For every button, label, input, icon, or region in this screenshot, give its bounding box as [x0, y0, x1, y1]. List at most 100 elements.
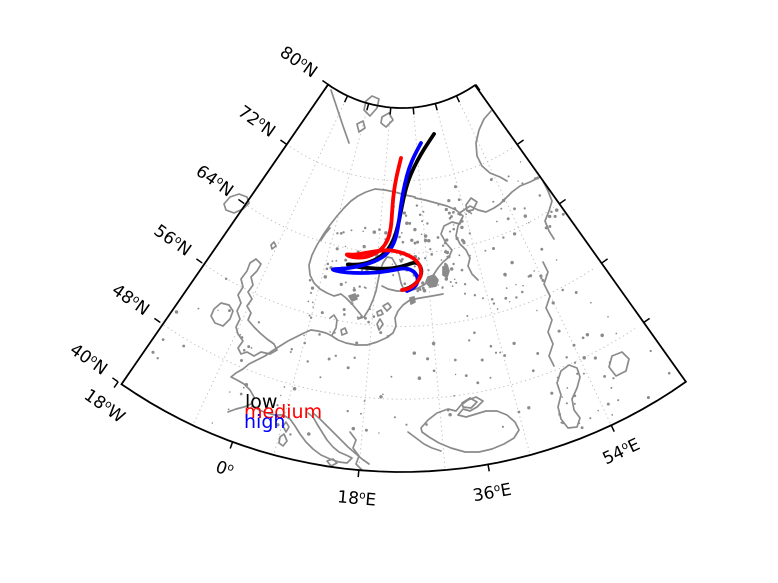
lake-dot [429, 247, 432, 251]
lake-dot [372, 315, 376, 318]
lon-label-0e: 0o [213, 457, 236, 482]
lake-dot [521, 182, 524, 185]
tick-right-56n [601, 258, 609, 264]
lake-dot [539, 274, 543, 278]
lon-label--18e: 18oW [80, 385, 128, 427]
lake-dot [489, 344, 493, 348]
lake-dot [413, 265, 416, 268]
lake-dot [326, 262, 330, 266]
coastline-scandinavia [308, 188, 416, 320]
lake-dot [413, 227, 417, 232]
lake-dot [405, 423, 408, 426]
lake-dot [292, 386, 297, 391]
coastline-med-italy [251, 405, 353, 464]
parallel-64n [243, 203, 555, 255]
lake-dot [565, 356, 568, 359]
coastline-aral [608, 351, 630, 377]
lake-dot [331, 260, 334, 262]
lake-dot [528, 221, 530, 224]
lat-label-64n: 64oN [192, 161, 237, 201]
lake-dot [482, 297, 484, 300]
lake-dot [611, 414, 614, 416]
lake-dot [494, 351, 498, 354]
lake-dot [505, 287, 508, 289]
lake-dot [615, 332, 618, 335]
lake-dot [211, 422, 214, 424]
lake-dot [545, 274, 548, 277]
lake-dot [551, 301, 555, 305]
tick-top-54e [455, 95, 461, 103]
lake-dot [404, 214, 408, 217]
lake-dot [463, 292, 467, 295]
lake-dot [244, 383, 249, 387]
tick-bottom-0e [229, 441, 234, 449]
lake-dot [460, 220, 464, 223]
lake-dot [573, 402, 576, 405]
lake-dot [311, 301, 314, 304]
lake-dot [597, 409, 599, 412]
meridian--6e [192, 95, 348, 426]
lake-dot [512, 341, 516, 346]
lake-dot [342, 307, 346, 312]
coastline-svalbard-2 [380, 112, 394, 128]
graticule [159, 95, 636, 471]
lake-dot [585, 333, 590, 337]
lake-dot [398, 258, 401, 261]
lake-dot [422, 288, 427, 293]
lake-dot [512, 232, 517, 236]
lake-dot [227, 408, 230, 411]
trajectory-high [330, 141, 423, 293]
tick-left-40n [111, 377, 119, 383]
lake-dot [420, 233, 423, 236]
lake-dot [515, 283, 517, 286]
lake-dot [378, 432, 380, 434]
lat-label-80n: 80oN [276, 42, 321, 82]
lake-dot [308, 314, 311, 317]
lake-dot [379, 331, 383, 335]
lake-dot [558, 413, 561, 416]
lake-dot [560, 421, 563, 424]
lake-dot [364, 428, 368, 432]
lake-dot [554, 208, 559, 212]
lake-dot [344, 258, 348, 262]
coastline-gotland [376, 318, 384, 331]
lake-dot [424, 257, 427, 260]
lake-dot [342, 231, 345, 234]
lake-dot [458, 213, 462, 216]
lake-dot [548, 224, 552, 228]
lake-dot [593, 356, 598, 360]
lake-dot [276, 404, 279, 407]
lake-dot [307, 432, 311, 436]
lake-dot [445, 269, 448, 272]
lake-dot [362, 244, 366, 249]
lake-dot [464, 374, 468, 378]
lake-dot [390, 375, 393, 378]
lake-dot [452, 224, 455, 226]
lake-dot [455, 281, 458, 284]
lake-dot [445, 250, 450, 255]
lake-dot [582, 356, 586, 360]
lake-dot [363, 286, 366, 289]
lake-dot [499, 351, 502, 354]
coastline-danish-isles [340, 327, 348, 336]
lake-dot [550, 391, 554, 395]
lake-dot [386, 334, 390, 338]
tick-bottom--18e [113, 381, 119, 388]
lake-dot [239, 358, 244, 363]
lake-dot [310, 286, 315, 290]
lake-dot [513, 207, 516, 211]
coastline-estonia-island-2 [376, 309, 384, 317]
tick-top-66e [475, 84, 481, 91]
lake-dot [496, 308, 499, 310]
lake-dot [353, 356, 356, 360]
lake-dot [506, 217, 510, 221]
tick-left-56n [195, 258, 203, 264]
lake-dot [533, 270, 536, 272]
tick-top-42e [434, 103, 438, 111]
lake-dot [197, 307, 200, 310]
lake-dot [343, 313, 346, 316]
lake-dot [447, 211, 451, 215]
lake-dot [410, 238, 414, 242]
parallel-56n [201, 262, 595, 327]
